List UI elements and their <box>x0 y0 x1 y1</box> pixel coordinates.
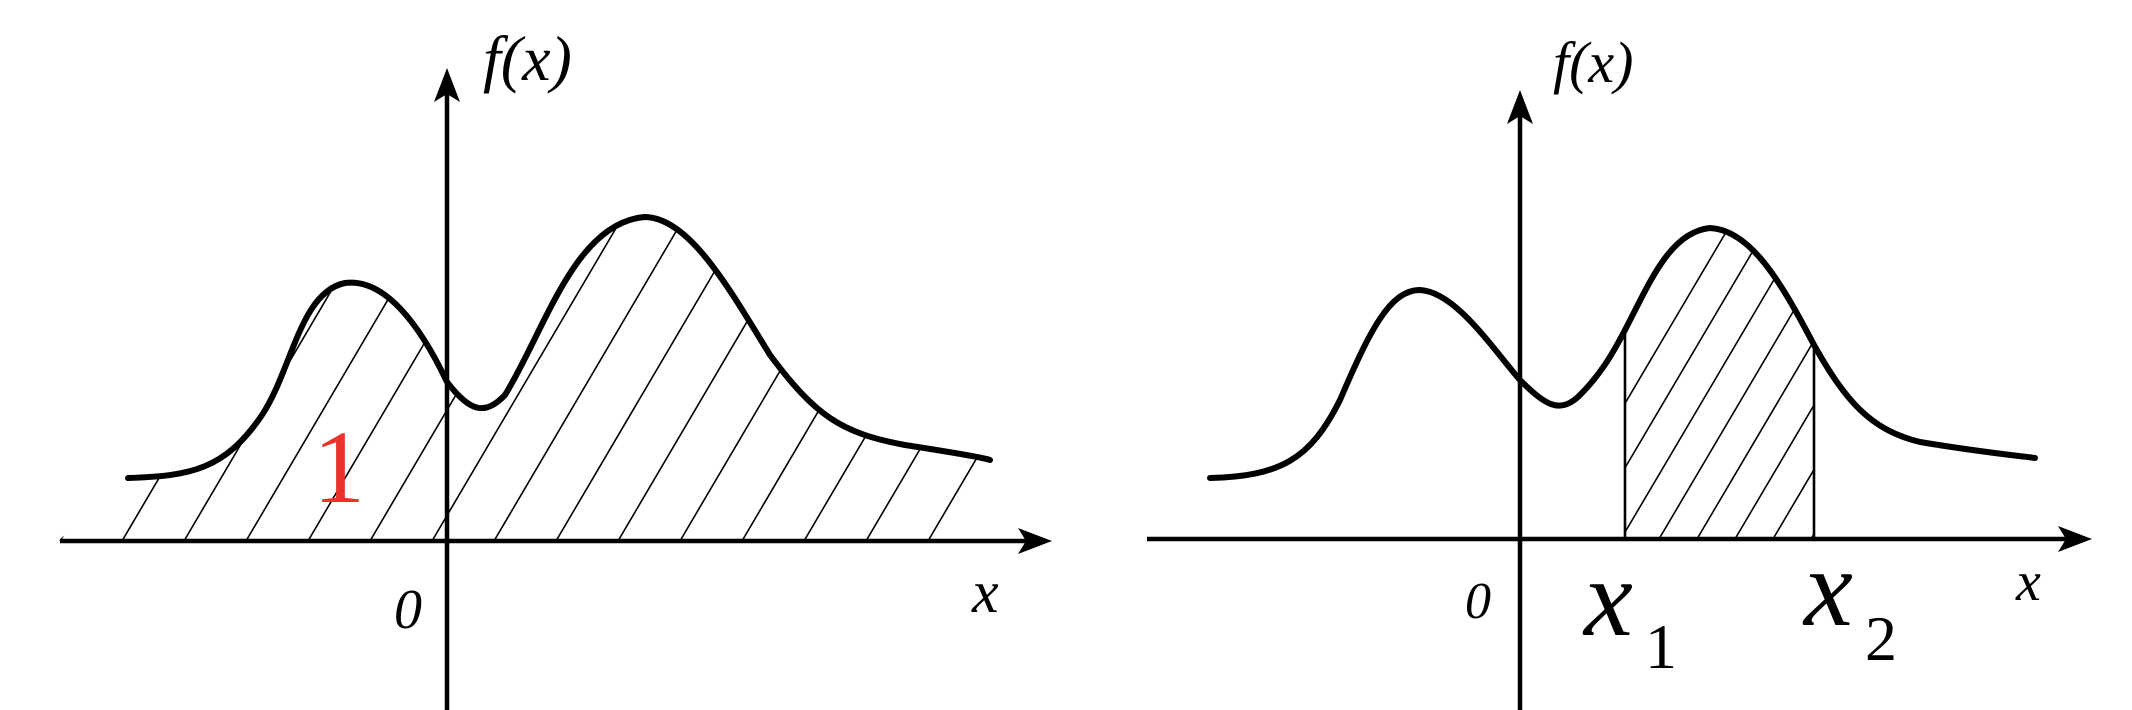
right-y-axis-label: f(x) <box>1553 30 1634 95</box>
left-origin-label: 0 <box>394 579 422 641</box>
hatch-line <box>59 217 291 541</box>
hatch-line <box>493 217 725 541</box>
left-y-axis-label: f(x) <box>483 23 572 94</box>
hatch-line <box>245 217 477 541</box>
left-area-label: 1 <box>313 410 365 525</box>
right-panel: f(x) x 0 x 1 x 2 <box>1147 30 2092 710</box>
left-hatched-area <box>59 217 990 541</box>
hatch-line <box>1810 228 1814 540</box>
hatch-line <box>1772 228 1814 540</box>
right-x-axis-label: x <box>2015 551 2041 613</box>
hatch-line <box>555 217 787 541</box>
right-density-curve <box>1207 225 2038 481</box>
hatch-line <box>617 217 849 541</box>
left-y-axis-arrow <box>434 68 460 102</box>
right-hatched-area <box>1625 228 1814 540</box>
hatch-line <box>803 217 990 541</box>
hatch-line <box>307 217 539 541</box>
hatch-line <box>431 217 663 541</box>
right-origin-label: 0 <box>1465 573 1491 630</box>
x1-symbol: x <box>1582 537 1633 659</box>
hatch-line <box>679 217 911 541</box>
x2-label: x 2 <box>1802 527 1897 674</box>
x1-subscript: 1 <box>1645 611 1677 682</box>
hatch-line <box>1658 228 1814 540</box>
left-x-axis-arrow <box>1018 528 1052 554</box>
left-density-curve <box>125 214 993 481</box>
right-x-axis-arrow <box>2058 526 2092 552</box>
x1-label: x 1 <box>1582 537 1677 682</box>
left-panel: f(x) x 0 1 <box>59 23 1052 710</box>
hatch-line <box>927 217 990 541</box>
hatch-line <box>865 217 990 541</box>
hatch-line <box>741 217 973 541</box>
right-y-axis-arrow <box>1507 90 1533 124</box>
left-x-axis-label: x <box>971 559 999 625</box>
hatch-line <box>1625 228 1784 540</box>
x2-subscript: 2 <box>1865 603 1897 674</box>
hatch-line <box>369 217 601 541</box>
hatch-line <box>183 217 415 541</box>
hatch-line <box>1734 228 1814 540</box>
hatch-line <box>1696 228 1814 540</box>
hatch-line <box>989 217 990 541</box>
x2-symbol: x <box>1802 527 1853 649</box>
hatch-line <box>1625 228 1814 540</box>
hatch-line <box>1625 228 1746 540</box>
